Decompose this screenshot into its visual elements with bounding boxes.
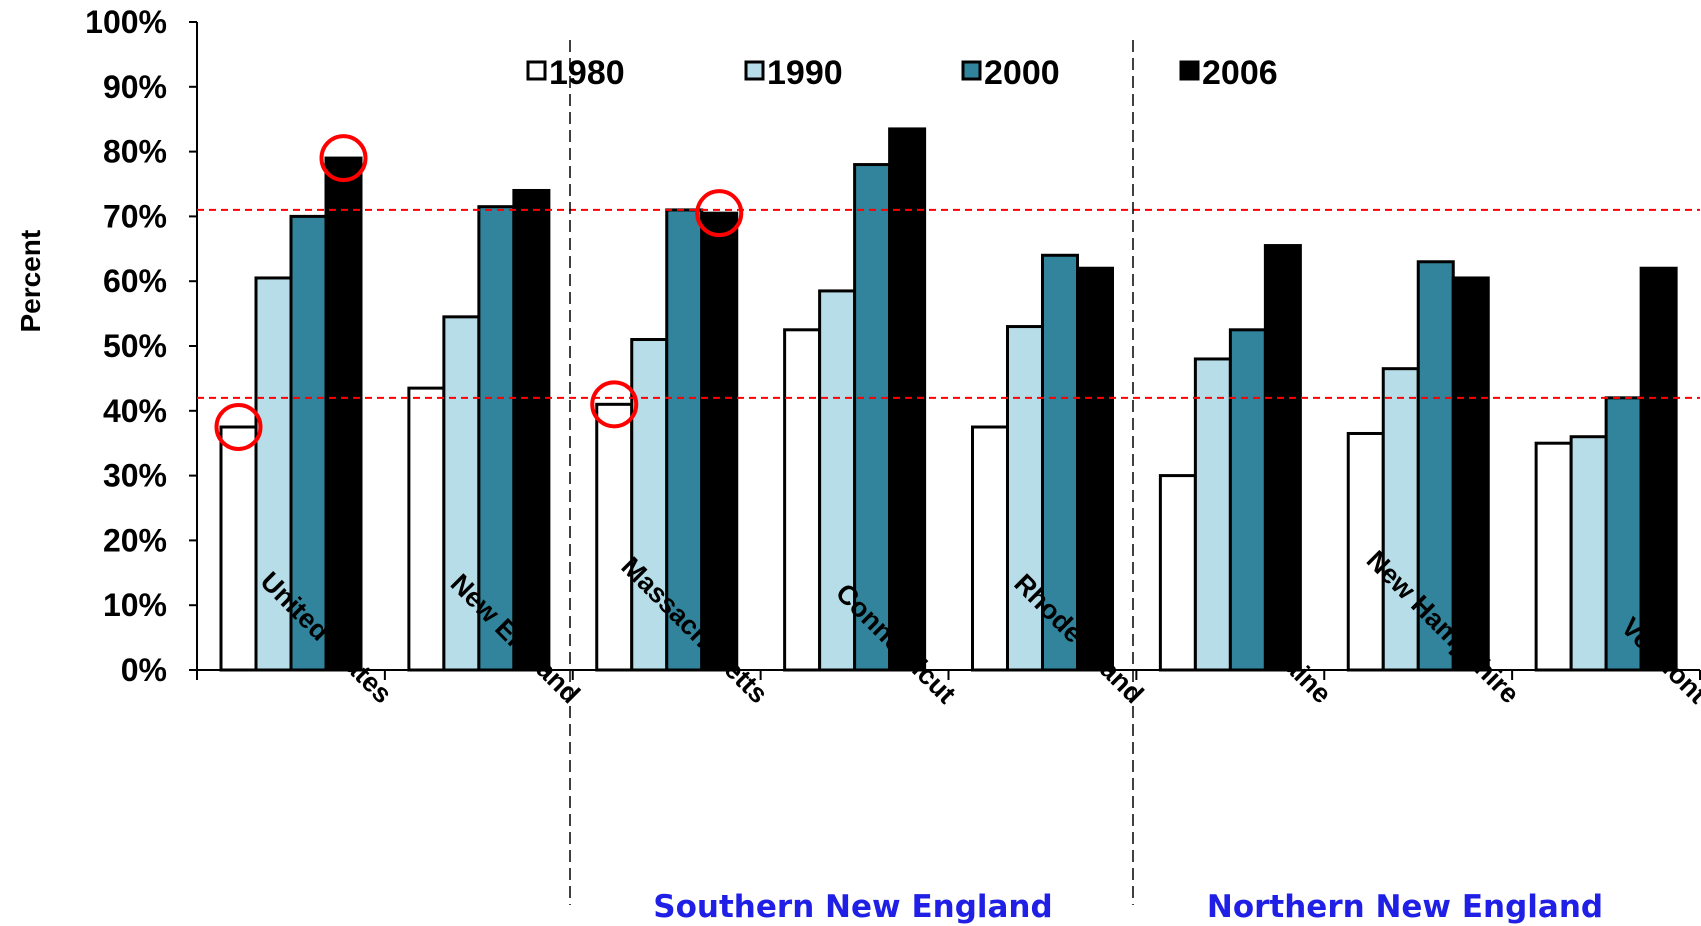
bar <box>1076 266 1114 672</box>
region-dividers <box>569 40 1134 905</box>
legend-label: 1990 <box>767 54 843 92</box>
bar <box>407 386 446 672</box>
y-tick-label: 30% <box>103 458 167 494</box>
y-tick-label: 90% <box>103 69 167 105</box>
highlight-circle <box>319 134 368 183</box>
y-tick-label: 70% <box>103 198 167 234</box>
bar <box>783 328 822 672</box>
bar <box>1041 253 1079 672</box>
highlight-circle <box>214 403 263 451</box>
legend-swatch <box>526 60 547 81</box>
bar <box>853 163 892 672</box>
axes: 0% 10% 20% 30% 40% 50% 60% 70% 80% 90% 100% Percent <box>15 4 1701 688</box>
bar <box>219 425 258 672</box>
bar <box>971 425 1009 672</box>
bar <box>818 289 857 672</box>
reference-lines <box>197 208 1700 399</box>
bar <box>1451 276 1490 672</box>
y-tick-label: 20% <box>103 522 167 558</box>
bar <box>1006 325 1044 672</box>
highlight-circle <box>590 380 639 429</box>
legend-swatch <box>744 60 765 81</box>
group-label: Southern New England <box>653 889 1052 925</box>
bar <box>595 402 634 672</box>
y-tick-label: 10% <box>103 587 167 623</box>
legend-label: 2006 <box>1202 54 1278 92</box>
highlight-circle <box>695 189 744 238</box>
bar <box>665 208 704 672</box>
y-tick-label: 50% <box>103 328 167 364</box>
bars <box>219 127 1678 672</box>
legend-label: 2000 <box>984 54 1060 92</box>
bar <box>512 188 551 672</box>
bar <box>888 127 927 672</box>
bar <box>1263 244 1302 672</box>
y-axis-label: Percent <box>15 230 46 333</box>
bar <box>1534 441 1573 672</box>
bar <box>1381 367 1420 672</box>
bar <box>700 211 739 672</box>
bar <box>630 338 669 672</box>
bar <box>442 315 481 672</box>
y-tick-label: 0% <box>121 652 167 688</box>
bar <box>1228 328 1267 672</box>
highlight-circles <box>214 134 744 451</box>
y-tick-label: 80% <box>103 134 167 170</box>
legend-label: 1980 <box>549 54 625 92</box>
y-tick-label: 60% <box>103 263 167 299</box>
legend-swatch <box>961 60 982 81</box>
y-tick-label: 40% <box>103 393 167 429</box>
bar <box>324 156 363 672</box>
y-tick-label: 100% <box>85 4 167 40</box>
legend-swatch <box>1179 60 1200 81</box>
bar <box>1158 474 1197 672</box>
group-label: Northern New England <box>1207 889 1603 925</box>
bar <box>1569 435 1608 672</box>
bar <box>1193 357 1232 672</box>
bar <box>254 276 293 672</box>
bar <box>1639 266 1678 672</box>
legend: 1980 1990 2000 2006 <box>526 54 1278 92</box>
